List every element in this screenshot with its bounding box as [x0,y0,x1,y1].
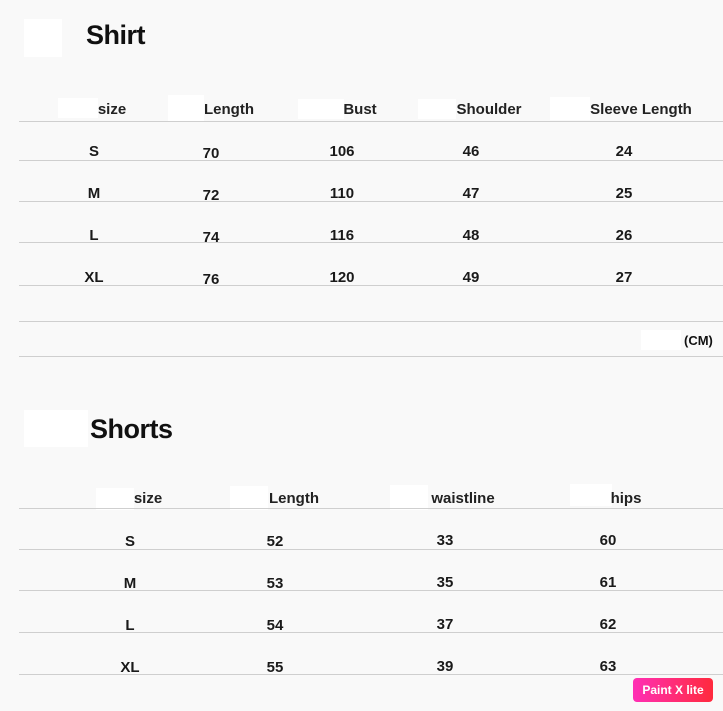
column-header: Bust [343,101,377,118]
table-divider [19,632,723,633]
table-cell: S [124,533,136,550]
table-cell: 55 [266,659,284,676]
table-cell: 53 [266,575,284,592]
table-cell: 48 [462,227,480,244]
column-header: Sleeve Length [590,101,692,118]
table-cell: 33 [436,532,454,549]
shorts-title: Shorts [90,414,173,444]
blank-label-box [641,330,681,350]
table-cell: 62 [599,616,617,633]
table-cell: S [88,143,100,160]
column-header: Shoulder [456,101,522,118]
table-cell: 106 [329,143,355,160]
table-cell: 37 [436,616,454,633]
table-divider [19,508,723,509]
column-header: Length [204,101,254,118]
table-cell: L [89,227,99,244]
table-cell: 47 [462,185,480,202]
unit-label: (CM) [684,333,713,348]
table-divider [19,201,723,202]
table-cell: 116 [329,227,355,244]
table-cell: M [87,185,101,202]
table-cell: L [125,617,135,634]
watermark-badge: Paint X lite [633,678,713,702]
table-cell: XL [84,269,104,286]
column-header: hips [610,490,642,507]
table-cell: 24 [615,143,633,160]
table-cell: 72 [202,187,220,204]
blank-label-box [298,99,344,119]
blank-label-box [58,98,98,118]
table-cell: 27 [615,269,633,286]
blank-label-box [418,99,456,119]
table-divider [19,356,723,357]
column-header: waistline [431,490,495,507]
blank-label-box [24,19,62,57]
shirt-title: Shirt [86,20,146,50]
table-cell: 61 [599,574,617,591]
table-cell: 26 [615,227,633,244]
table-cell: 49 [462,269,480,286]
table-cell: 52 [266,533,284,550]
table-cell: M [123,575,137,592]
table-cell: XL [120,659,140,676]
table-cell: 70 [202,145,220,162]
table-divider [19,549,723,550]
blank-label-box [390,485,428,510]
table-divider [19,590,723,591]
table-cell: 110 [329,185,355,202]
blank-label-box [550,97,590,120]
table-cell: 54 [266,617,284,634]
table-divider [19,285,723,286]
blank-label-box [96,488,134,510]
table-cell: 120 [329,269,355,286]
column-header: Length [269,490,319,507]
column-header: size [97,101,127,118]
table-cell: 63 [599,658,617,675]
table-cell: 25 [615,185,633,202]
table-divider [19,160,723,161]
column-header: size [133,490,163,507]
table-cell: 35 [436,574,454,591]
table-cell: 60 [599,532,617,549]
table-divider [19,242,723,243]
table-divider [19,321,723,322]
blank-label-box [168,95,204,121]
table-cell: 46 [462,143,480,160]
table-divider [19,674,723,675]
table-cell: 39 [436,658,454,675]
blank-label-box [24,410,88,447]
table-cell: 74 [202,229,220,246]
blank-label-box [230,486,268,510]
table-cell: 76 [202,271,220,288]
blank-label-box [570,484,612,506]
table-divider [19,121,723,122]
